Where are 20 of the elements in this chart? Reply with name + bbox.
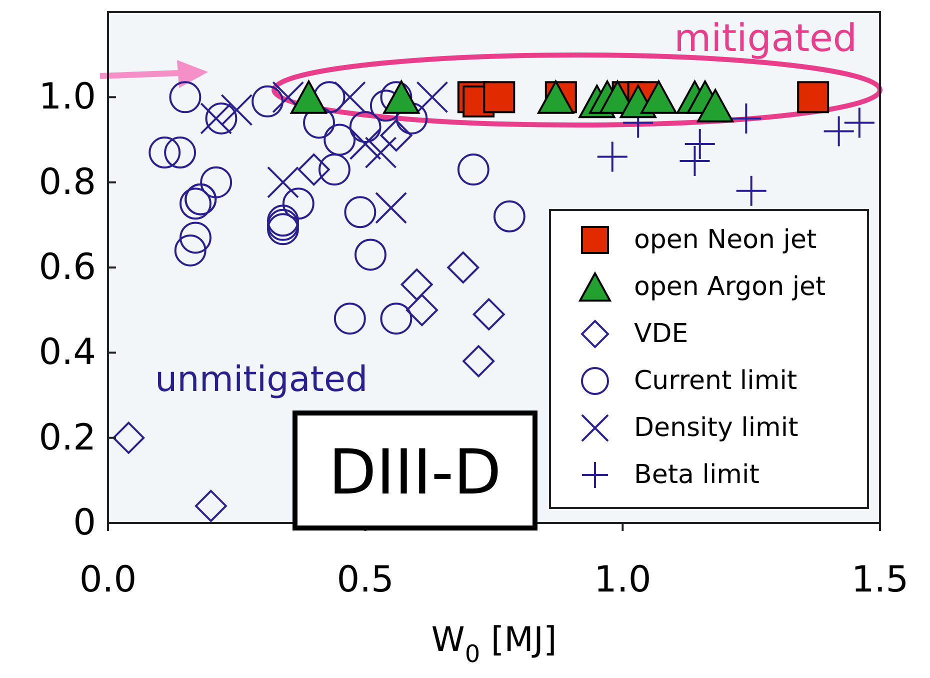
x-tick-label: 1.5 (851, 560, 909, 600)
y-tick-label: 0.6 (38, 247, 96, 288)
y-tick-label: 0.2 (38, 417, 96, 458)
legend-label: Beta limit (634, 460, 760, 490)
y-tick-label: 0 (73, 502, 96, 544)
annotation: mitigated (674, 16, 857, 60)
x-tick-label: 0.0 (79, 560, 137, 600)
legend-label: Density limit (634, 413, 798, 443)
legend-label: open Argon jet (634, 272, 826, 302)
y-tick-label: 1.0 (38, 76, 96, 118)
legend-label: Current limit (634, 366, 798, 396)
legend-label: open Neon jet (634, 225, 817, 255)
x-tick-label: 1.0 (594, 560, 652, 600)
y-tick-label: 0.8 (38, 162, 96, 203)
y-tick-label: 0.4 (38, 332, 96, 374)
annotation: DIII-D (328, 436, 502, 508)
x-axis-title: W$_{0}$ [MJ] (431, 620, 557, 668)
annotation: unmitigated (155, 360, 368, 400)
x-tick-label: 0.5 (336, 560, 394, 600)
legend-label: VDE (634, 319, 688, 349)
